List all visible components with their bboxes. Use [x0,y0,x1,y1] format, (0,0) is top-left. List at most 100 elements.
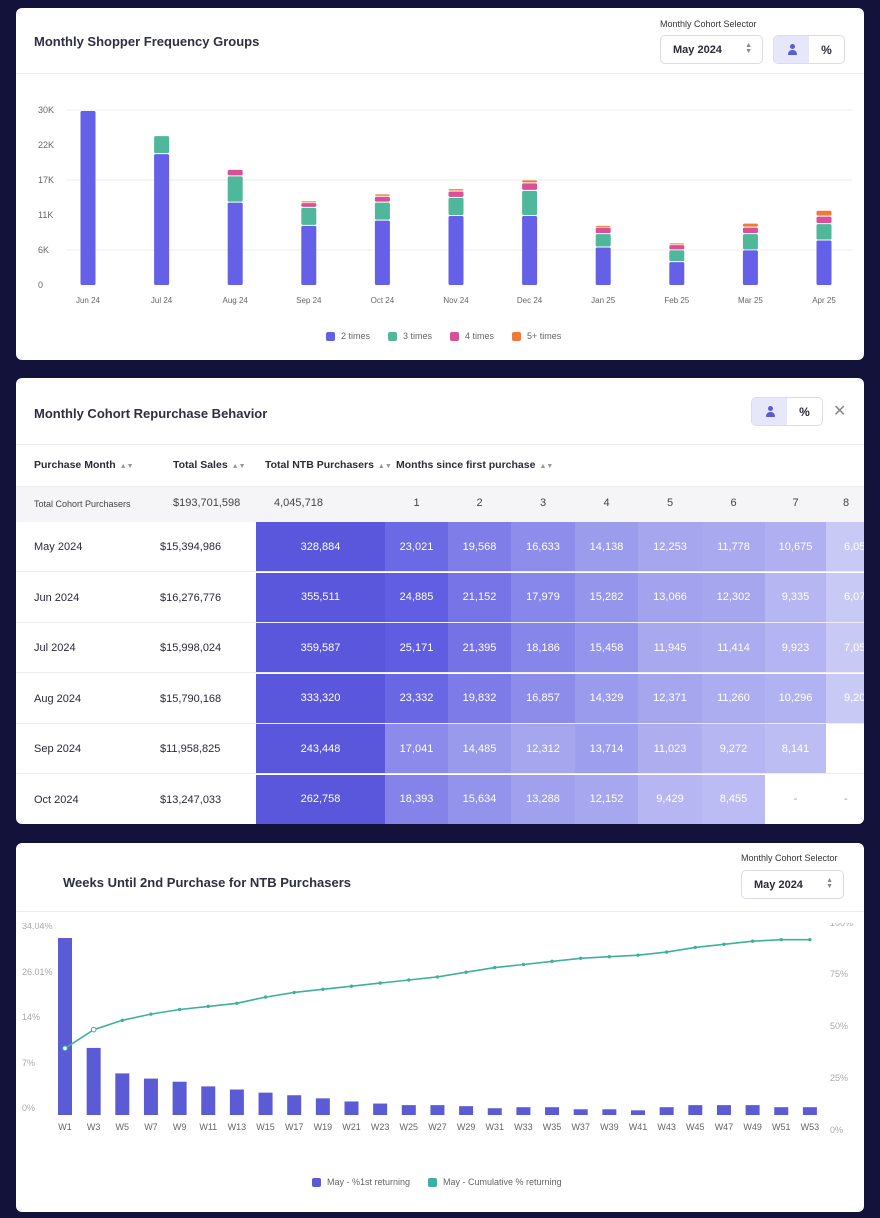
bar[interactable] [58,938,72,1115]
legend-item[interactable]: 4 times [450,331,494,341]
bar-segment[interactable] [669,243,685,245]
line-point[interactable] [779,937,783,942]
bar-segment[interactable] [448,189,464,191]
bar[interactable] [802,1107,817,1115]
line-point[interactable] [177,1007,182,1012]
bar-segment[interactable] [522,216,538,285]
bar-segment[interactable] [742,250,758,285]
table-row[interactable]: Sep 2024 $11,958,825 243,448 17,041 14,485 12… [16,724,864,774]
line-point[interactable] [292,990,296,995]
bar-segment[interactable] [595,247,611,286]
bar-segment[interactable] [80,111,96,285]
line-point[interactable] [206,1004,210,1009]
bar-segment[interactable] [227,176,243,202]
bar-segment[interactable] [595,234,611,247]
line-point[interactable] [808,937,812,942]
table-row[interactable]: Jun 2024 $16,276,776 355,511 24,885 21,152 17… [16,572,864,623]
bar-segment[interactable] [301,207,317,225]
bar[interactable] [201,1086,216,1115]
bar-segment[interactable] [301,203,317,207]
bar-segment[interactable] [669,250,685,262]
bar-segment[interactable] [448,197,464,215]
line-point[interactable] [235,1001,239,1005]
header-total-sales[interactable]: Total Sales ▲▼ [173,459,246,471]
table-row[interactable]: Jul 2024 $15,998,024 359,587 25,171 21,395 18… [16,623,864,673]
legend-item[interactable]: May - %1st returning [312,1177,410,1187]
legend-item[interactable]: 3 times [388,331,432,341]
bar-segment[interactable] [742,234,758,250]
line-point[interactable] [521,962,526,967]
bar-segment[interactable] [154,136,170,154]
line-point[interactable] [493,965,497,970]
line-point[interactable] [607,955,612,959]
bar-segment[interactable] [374,196,390,202]
bar[interactable] [487,1108,502,1115]
bar-segment[interactable] [448,216,464,285]
bar-segment[interactable] [227,202,243,285]
percent-toggle-button[interactable]: % [799,404,810,419]
bar[interactable] [745,1105,760,1115]
bar[interactable] [258,1092,273,1115]
cohort-select[interactable]: May 2024 ▲ ▼ [660,35,763,64]
bar[interactable] [401,1105,416,1115]
bar[interactable] [115,1073,130,1115]
bar-segment[interactable] [816,210,832,216]
bar-segment[interactable] [816,240,832,286]
bar[interactable] [172,1081,187,1115]
bar[interactable] [459,1106,474,1115]
bar[interactable] [573,1109,588,1115]
legend-item[interactable]: 5+ times [512,331,561,341]
bar[interactable] [86,1047,101,1115]
line-point[interactable] [464,970,468,974]
bar-segment[interactable] [595,227,611,234]
bar-segment[interactable] [595,225,611,227]
bar-segment[interactable] [448,191,464,197]
bar[interactable] [545,1107,560,1115]
line-point[interactable] [693,945,697,950]
bar-segment[interactable] [154,154,170,285]
bar-segment[interactable] [374,202,390,220]
bar-segment[interactable] [669,262,685,285]
line-point[interactable] [579,956,583,960]
close-icon[interactable]: ✕ [833,403,847,420]
line-point[interactable] [62,1045,68,1052]
bar[interactable] [287,1095,302,1115]
bar[interactable] [430,1105,445,1115]
bar[interactable] [659,1107,674,1115]
bar[interactable] [315,1098,330,1115]
table-row[interactable]: Aug 2024 $15,790,168 333,320 23,332 19,832 16… [16,673,864,724]
bar-segment[interactable] [374,194,390,196]
line-point[interactable] [149,1012,153,1016]
line-point[interactable] [349,984,354,988]
bar[interactable] [716,1105,731,1115]
bar[interactable] [344,1101,359,1115]
line-point[interactable] [664,950,669,954]
line-point[interactable] [722,942,726,947]
bar[interactable] [516,1107,531,1115]
bar-segment[interactable] [522,190,538,215]
bar-segment[interactable] [816,224,832,240]
view-toggle[interactable]: % [751,397,823,426]
table-row[interactable]: Oct 2024 $13,247,033 262,758 18,393 15,634 13… [16,774,864,824]
line-point[interactable] [550,959,554,964]
view-toggle[interactable]: % [773,35,845,64]
line-point[interactable] [435,975,440,979]
line-point[interactable] [120,1018,125,1023]
line-point[interactable] [636,953,640,957]
bar-segment[interactable] [816,216,832,224]
cohort-select[interactable]: May 2024 ▲ ▼ [741,870,844,899]
bar-segment[interactable] [227,169,243,176]
bar-segment[interactable] [522,183,538,190]
count-toggle-button[interactable] [752,398,787,425]
bar-segment[interactable] [301,201,317,203]
table-row[interactable]: May 2024 $15,394,986 328,884 23,021 19,568 16… [16,522,864,572]
bar-segment[interactable] [301,225,317,285]
bar[interactable] [143,1078,158,1115]
bar-segment[interactable] [742,227,758,234]
legend-item[interactable]: May - Cumulative % returning [428,1177,562,1187]
count-toggle-button[interactable] [774,36,809,63]
header-total-ntb[interactable]: Total NTB Purchasers ▲▼ [265,459,392,471]
bar[interactable] [774,1107,789,1115]
percent-toggle-button[interactable]: % [821,42,832,57]
bar[interactable] [229,1089,244,1115]
